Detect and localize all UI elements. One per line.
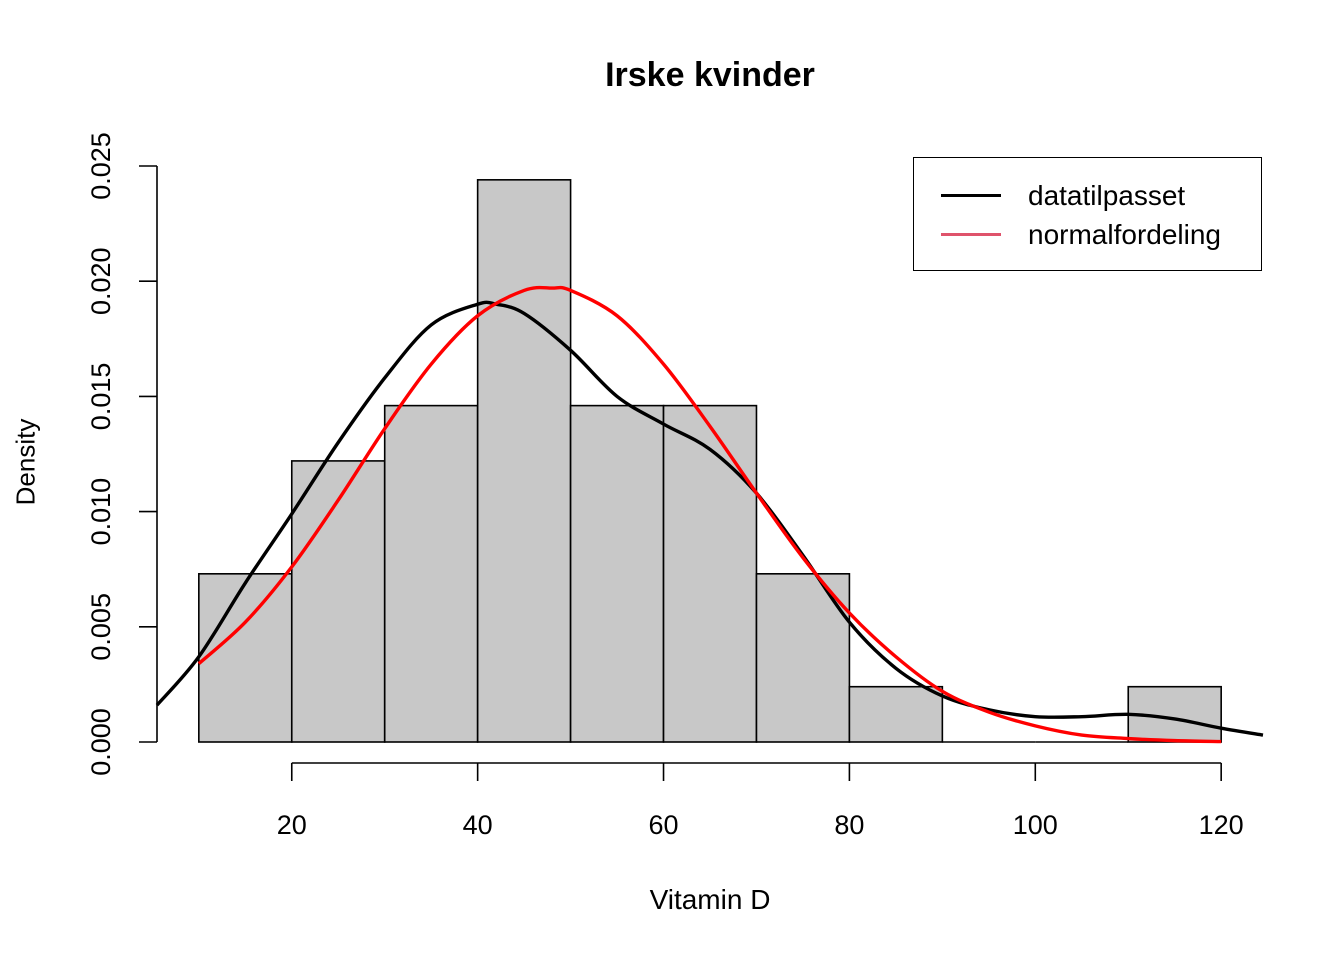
histogram-bar-7	[848, 685, 944, 743]
curve-datatilpasset	[155, 300, 1264, 737]
legend-item-normalfordeling: normalfordeling	[914, 215, 1261, 255]
legend-item-datatilpasset: datatilpasset	[914, 176, 1261, 216]
y-tick-label-0.010: 0.010	[86, 478, 116, 546]
x-tick-label-60: 60	[649, 810, 679, 840]
histogram-bar-1	[290, 460, 386, 743]
density-curves	[155, 285, 1264, 744]
histogram-bar-5	[662, 404, 758, 743]
y-tick-label-0.005: 0.005	[86, 593, 116, 661]
y-tick-label-0.025: 0.025	[86, 132, 116, 200]
legend: datatilpasset normalfordeling	[913, 157, 1262, 271]
y-tick-label-0.020: 0.020	[86, 247, 116, 315]
y-axis: 0.000 0.005 0.010 0.015 0.020 0.025	[86, 132, 158, 776]
y-tick-label-0.015: 0.015	[86, 363, 116, 431]
histogram-bar-4	[569, 404, 665, 743]
histogram-bars	[198, 179, 1222, 743]
x-axis-label: Vitamin D	[649, 884, 771, 915]
legend-swatch-normalfordeling	[941, 233, 1001, 236]
legend-swatch-datatilpasset	[941, 194, 1001, 197]
x-tick-label-40: 40	[463, 810, 493, 840]
curve-normalfordeling	[197, 285, 1222, 744]
legend-label-datatilpasset: datatilpasset	[1028, 180, 1186, 211]
x-tick-label-100: 100	[1013, 810, 1058, 840]
y-axis-label: Density	[10, 418, 41, 506]
histogram-bar-3	[476, 179, 572, 743]
histogram-bar-2	[383, 404, 479, 743]
histogram-bar-0	[198, 573, 293, 743]
x-tick-label-80: 80	[834, 810, 864, 840]
x-tick-label-20: 20	[277, 810, 307, 840]
x-axis: 20 40 60 80 100 120	[277, 762, 1244, 840]
y-tick-label-0.000: 0.000	[86, 708, 116, 776]
legend-label-normalfordeling: normalfordeling	[1028, 219, 1221, 250]
x-tick-label-120: 120	[1199, 810, 1244, 840]
chart-title: Irske kvinder	[605, 56, 815, 94]
